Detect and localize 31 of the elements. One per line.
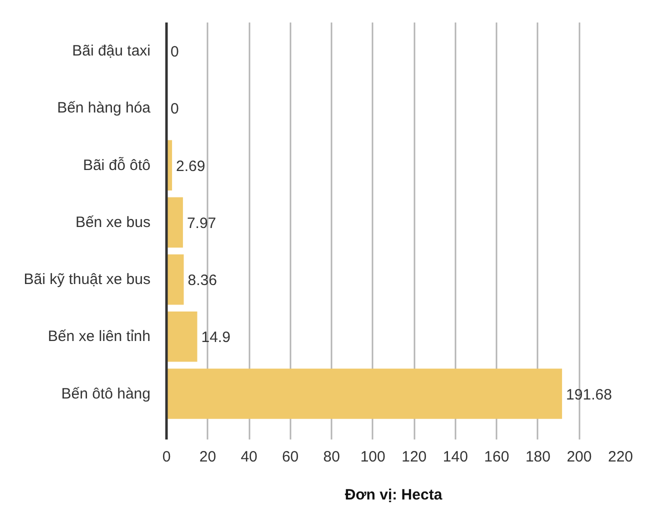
x-tick-label: 120 [402, 448, 427, 466]
x-tick-label: 100 [360, 448, 386, 466]
y-tick-label: Bến xe liên tỉnh [48, 328, 151, 346]
x-tick-label: 20 [199, 448, 216, 466]
x-tick-label: 180 [525, 448, 550, 466]
x-tick-label: 60 [282, 448, 299, 466]
data-label: 2.69 [176, 158, 206, 175]
y-tick-label: Bãi đậu taxi [72, 42, 151, 60]
x-tick-label: 40 [240, 448, 258, 466]
bar [166, 368, 562, 419]
data-label: 191.68 [566, 386, 612, 404]
x-axis-title: Đơn vị: Hecta [344, 486, 443, 504]
data-label: 0 [170, 100, 179, 118]
data-label: 0 [170, 44, 179, 61]
bar [166, 312, 198, 362]
x-tick-label: 80 [323, 448, 340, 466]
data-label: 8.36 [188, 272, 217, 290]
data-label: 7.97 [186, 214, 216, 232]
y-tick-label: Bến hàng hóa [57, 100, 152, 117]
x-tick-label: 0 [162, 448, 171, 466]
x-tick-label: 140 [442, 448, 468, 466]
x-tick-label: 160 [484, 448, 510, 466]
data-label: 14.9 [201, 329, 230, 346]
bar [166, 197, 183, 248]
bar [166, 254, 184, 305]
y-tick-label: Bến xe bus [75, 214, 151, 231]
y-tick-label: Bãi kỹ thuật xe bus [24, 271, 151, 288]
x-tick-label: 200 [566, 448, 592, 466]
y-tick-label: Bến ôtô hàng [61, 385, 151, 402]
y-tick-label: Bãi đỗ ôtô [82, 156, 151, 174]
x-tick-label: 220 [608, 448, 634, 466]
